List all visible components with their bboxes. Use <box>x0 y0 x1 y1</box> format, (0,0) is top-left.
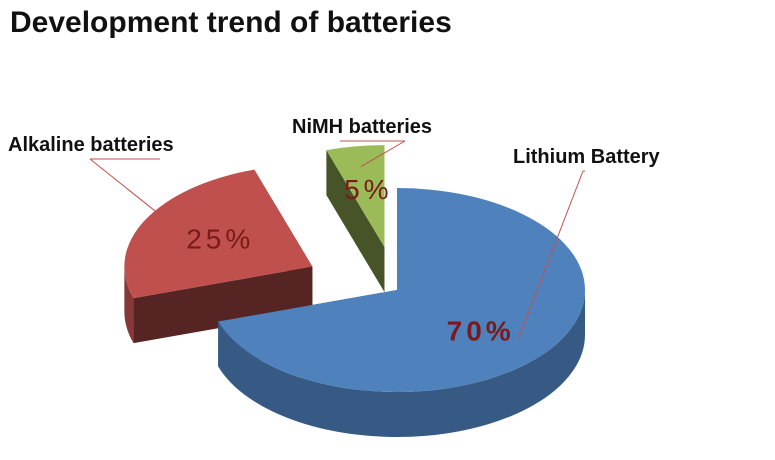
slice-side <box>124 266 134 344</box>
slice-wall <box>326 150 385 293</box>
slice <box>326 145 385 248</box>
legend-label: Alkaline batteries <box>8 134 174 156</box>
slice <box>218 188 585 392</box>
slice-side <box>218 290 586 437</box>
value-label: 5% <box>344 174 392 205</box>
slice-wall <box>133 266 313 344</box>
legend-label: Lithium Battery <box>513 146 661 168</box>
slice <box>124 169 313 299</box>
leader-line <box>518 170 584 339</box>
legend-label: NiMH batteries <box>292 116 432 138</box>
value-label: 70% <box>447 315 515 346</box>
leader-line <box>360 140 406 167</box>
chart-title: Development trend of batteries <box>10 6 452 39</box>
leader-line <box>89 158 179 230</box>
value-label: 25% <box>186 224 254 255</box>
